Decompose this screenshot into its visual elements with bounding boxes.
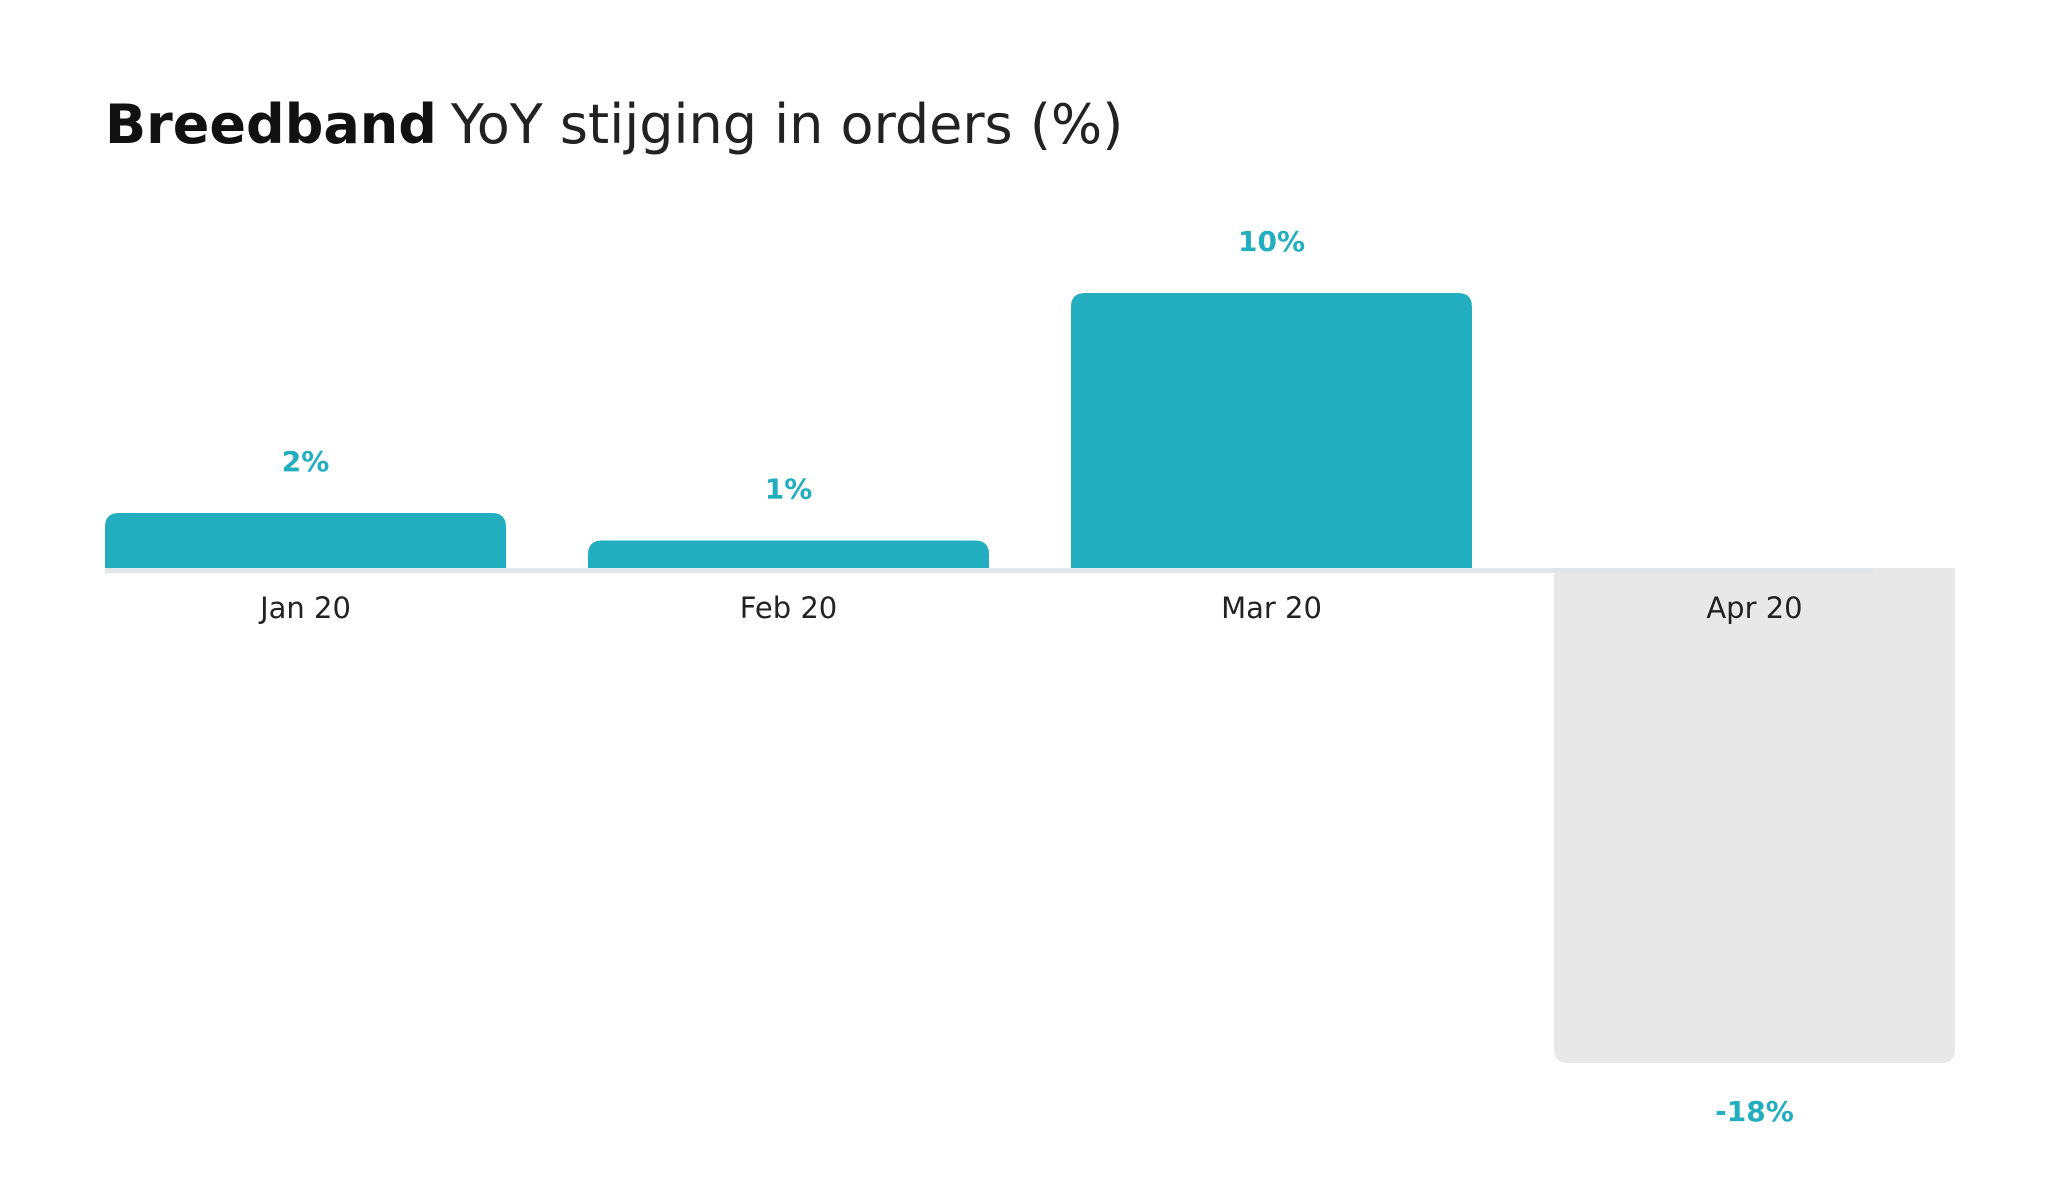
value-label: 2% — [282, 445, 330, 478]
bar — [1554, 568, 1955, 1063]
value-label: 10% — [1238, 225, 1305, 258]
title-text: YoY stijging in orders (%) — [450, 93, 1123, 156]
x-tick-label: Mar 20 — [1221, 591, 1322, 625]
title-bold: Breedband — [105, 93, 437, 156]
chart-title: Breedband YoY stijging in orders (%) — [105, 93, 1123, 156]
bar — [588, 540, 989, 568]
bar — [1071, 293, 1472, 568]
bar — [105, 513, 506, 568]
x-tick-label: Apr 20 — [1706, 591, 1802, 625]
baseline — [105, 568, 1873, 573]
value-label: 1% — [765, 473, 813, 506]
x-tick-label: Jan 20 — [258, 591, 351, 625]
x-tick-label: Feb 20 — [740, 591, 837, 625]
value-label: -18% — [1715, 1095, 1794, 1128]
